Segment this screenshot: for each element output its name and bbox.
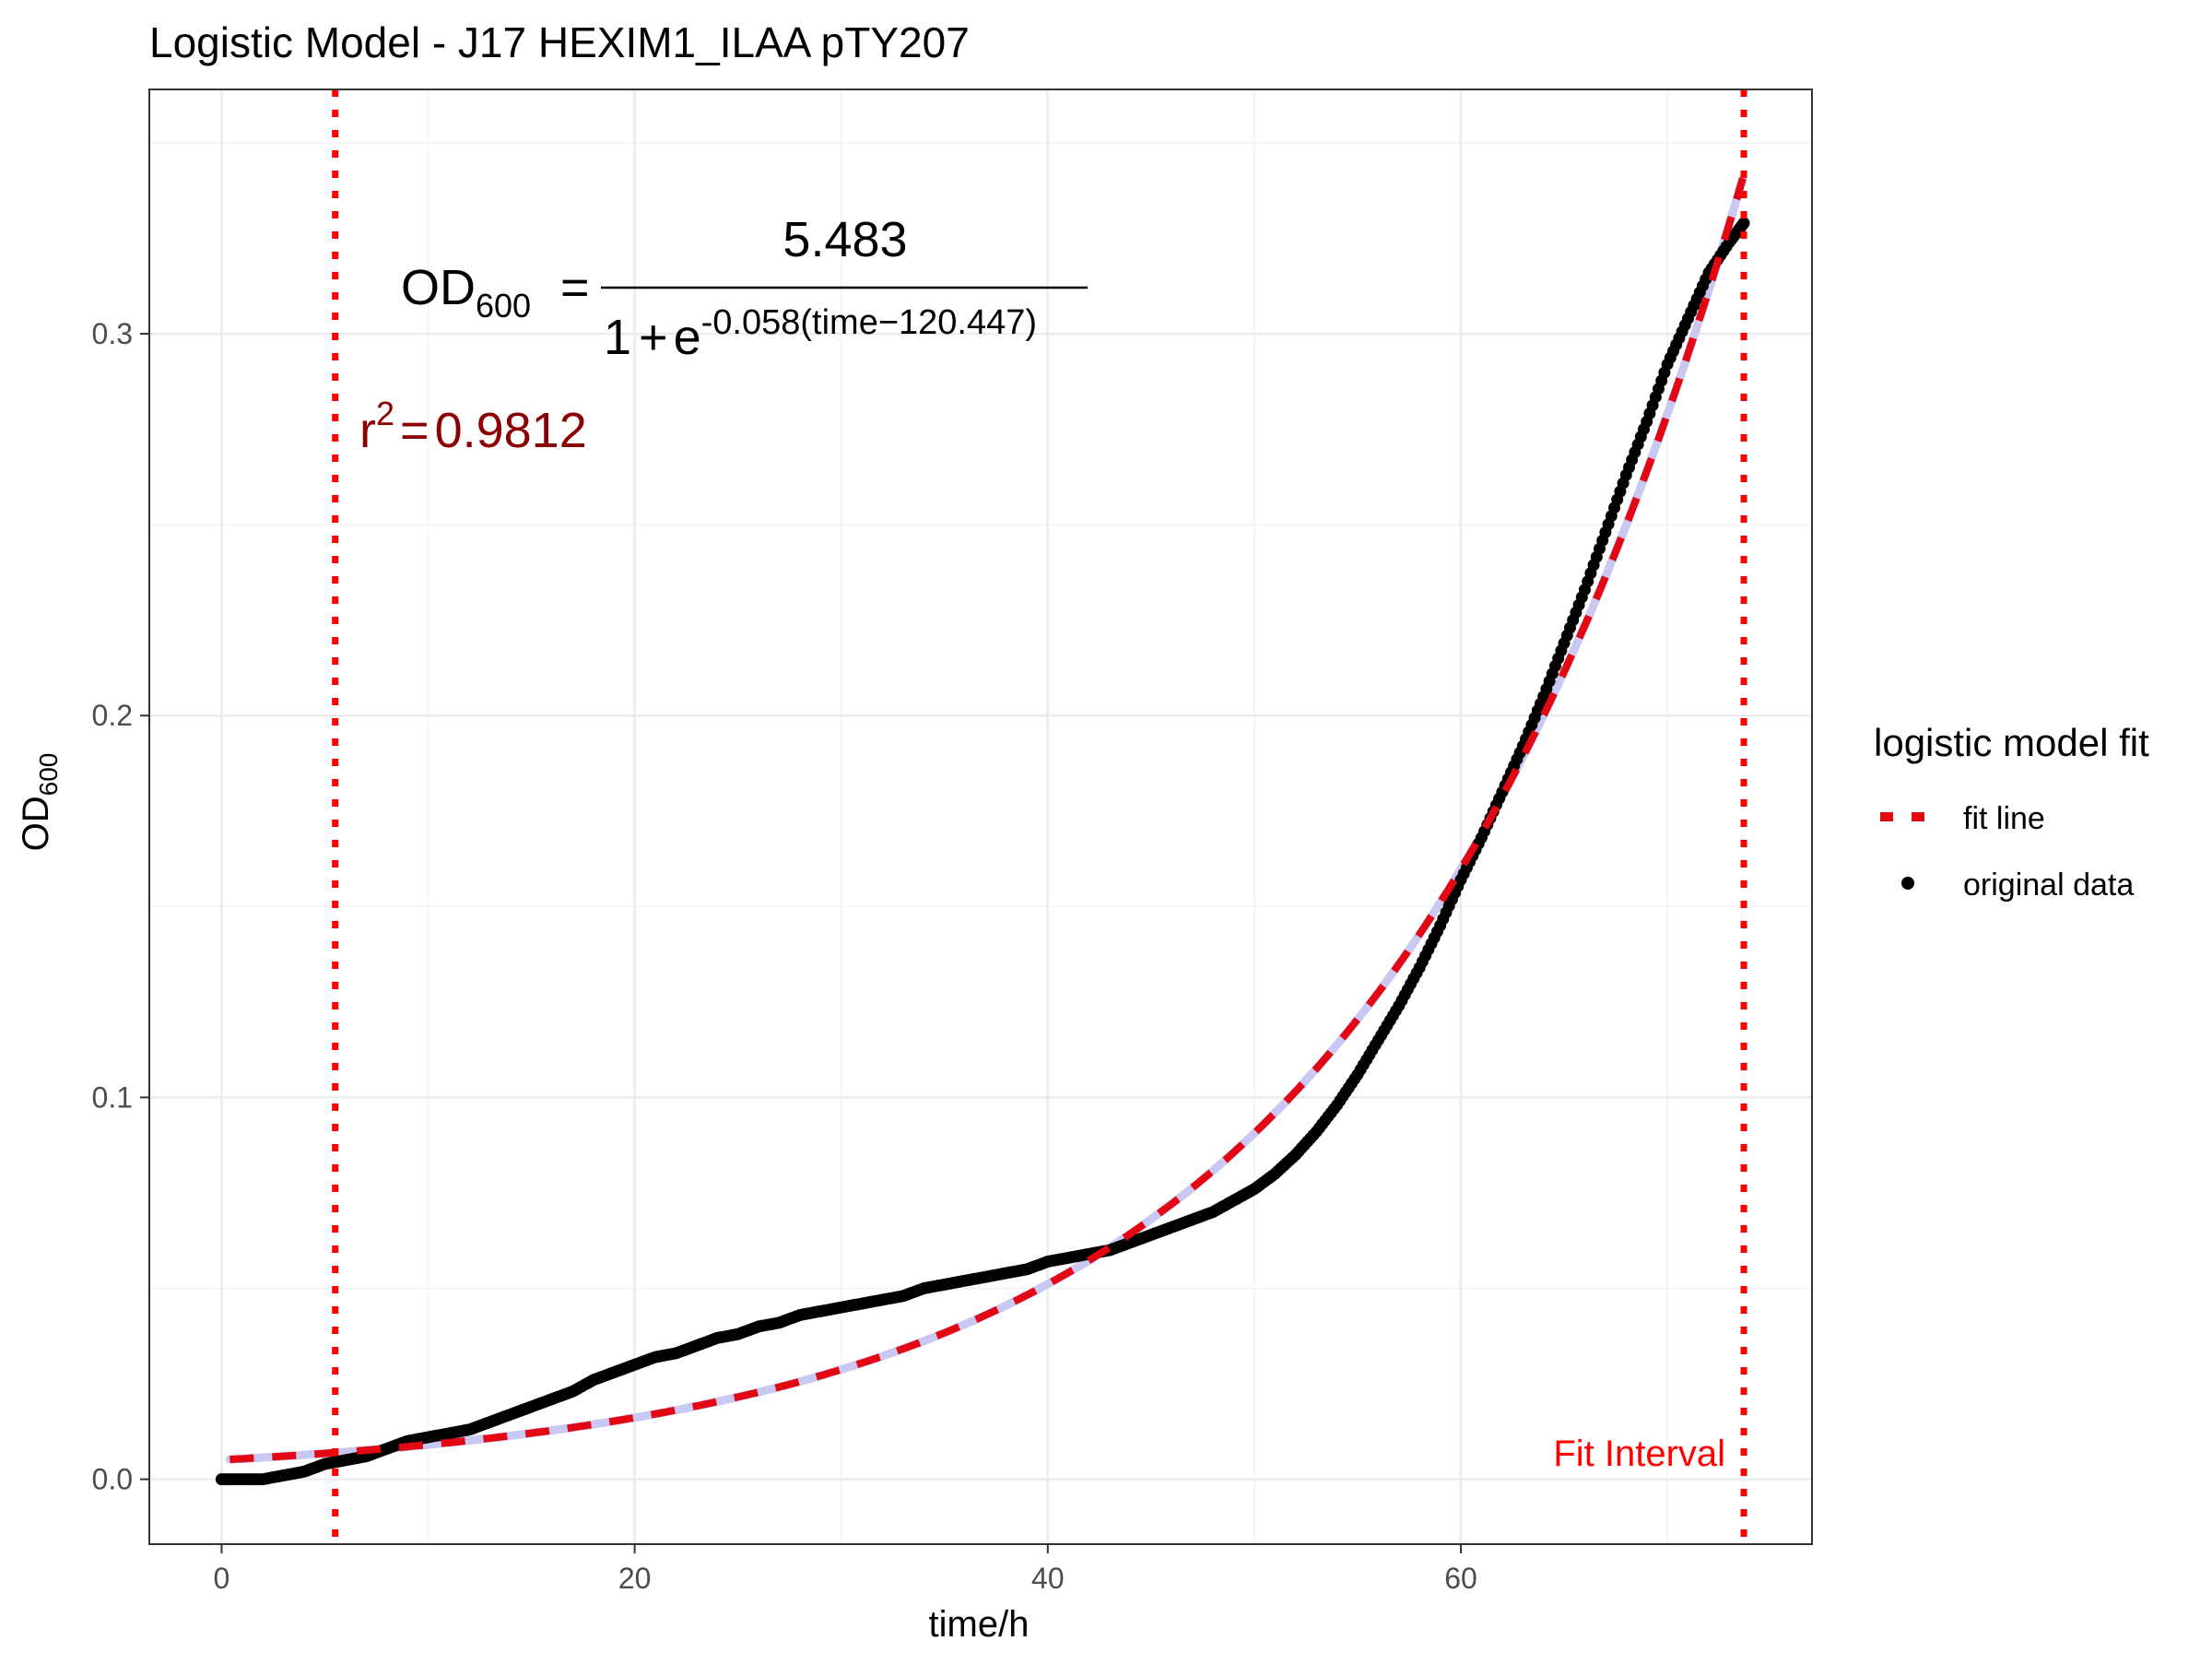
- y-tick-label: 0.3: [92, 317, 133, 350]
- x-axis-ticks: 0 20 40 60: [214, 1544, 1477, 1595]
- grid-minor: [149, 89, 1812, 1544]
- equation-numerator: 5.483: [782, 212, 907, 267]
- fit-line: [229, 177, 1747, 1464]
- y-tick-label: 0.2: [92, 699, 133, 732]
- y-axis-ticks: 0.0 0.1 0.2 0.3: [92, 317, 149, 1496]
- y-tick-label: 0.0: [92, 1463, 133, 1496]
- equation-lhs: OD600: [401, 260, 531, 325]
- fit-line-path: [229, 177, 1747, 1464]
- legend-key-original-data: [1901, 877, 1914, 890]
- x-tick-label: 20: [618, 1562, 652, 1595]
- r-squared-label: r2 = 0.9812: [359, 395, 587, 458]
- equation-equals: =: [560, 260, 590, 315]
- x-tick-label: 60: [1444, 1562, 1477, 1595]
- x-tick-label: 40: [1031, 1562, 1065, 1595]
- data-points: [215, 217, 1750, 1486]
- equation-denominator: 1 + e-0.058(time−120.447): [604, 303, 1037, 365]
- x-tick-label: 0: [214, 1562, 230, 1595]
- fit-interval-label: Fit Interval: [1553, 1434, 1725, 1474]
- plot-panel-border: [148, 89, 1813, 1545]
- chart-title: Logistic Model - J17 HEXIM1_ILAA pTY207: [149, 18, 970, 66]
- legend-title: logistic model fit: [1874, 721, 2149, 764]
- legend: logistic model fit fit line original dat…: [1874, 721, 2149, 903]
- legend-label-original-data: original data: [1963, 867, 2134, 903]
- y-axis-title: OD600: [16, 753, 63, 852]
- y-tick-label: 0.1: [92, 1080, 133, 1114]
- data-point: [1737, 217, 1750, 230]
- x-axis-title: time/h: [929, 1604, 1030, 1645]
- legend-label-fit-line: fit line: [1963, 801, 2045, 836]
